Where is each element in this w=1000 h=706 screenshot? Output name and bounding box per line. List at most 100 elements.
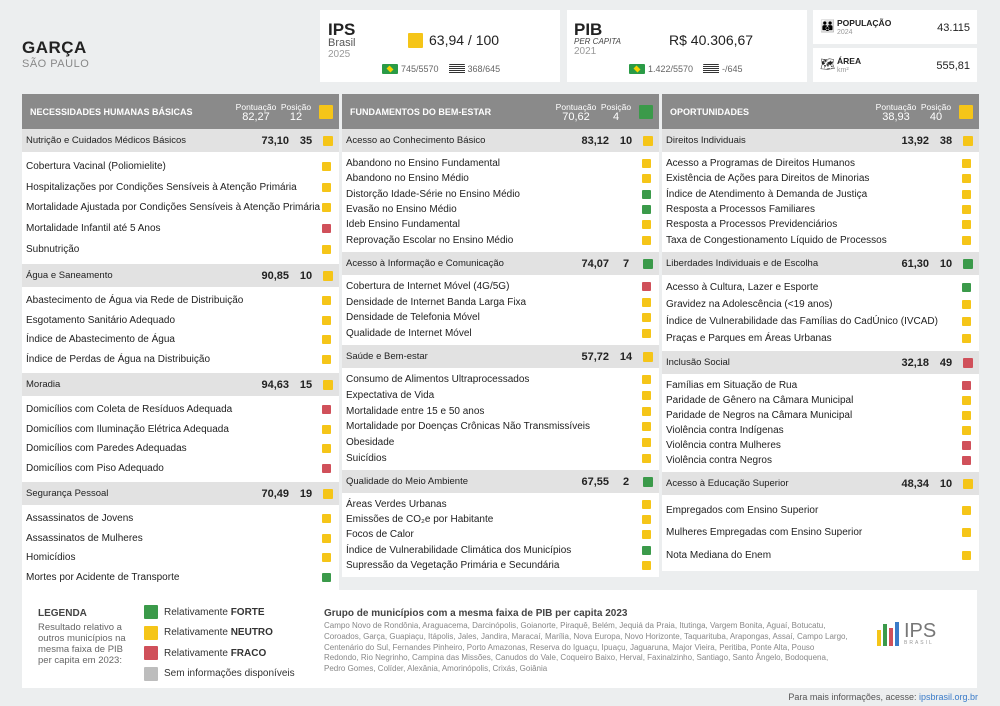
- indicator-name: Abandono no Ensino Fundamental: [346, 158, 501, 170]
- component-row: Moradia 94,63 15: [22, 373, 339, 396]
- ips-value-text: 63,94 / 100: [429, 32, 500, 48]
- indicator-name: Cobertura Vacinal (Poliomielite): [26, 160, 166, 172]
- indicator-row: Densidade de Internet Banda Larga Fixa: [342, 295, 659, 310]
- indicator-name: Resposta a Processos Familiares: [666, 204, 815, 216]
- status-square-icon: [962, 426, 971, 435]
- indicator-name: Expectativa de Vida: [346, 389, 435, 401]
- status-square-icon: [963, 135, 973, 146]
- indicator-row: Esgotamento Sanitário Adequado: [22, 311, 339, 330]
- status-square-icon: [962, 283, 971, 292]
- component-row: Liberdades Individuais e de Escolha 61,3…: [662, 252, 979, 275]
- indicator-name: Índice de Perdas de Água na Distribuição: [26, 353, 211, 365]
- status-square-icon: [642, 515, 651, 525]
- indicator-name: Nota Mediana do Enem: [666, 550, 772, 562]
- ips-rank-br: 745/5570: [382, 64, 439, 74]
- component-position: 10: [939, 257, 953, 270]
- status-square-icon: [322, 514, 331, 524]
- indicator-name: Índice de Vulnerabilidade Climática dos …: [346, 544, 572, 556]
- indicator-name: Acesso a Programas de Direitos Humanos: [666, 158, 855, 170]
- sp-flag-icon: [703, 64, 720, 74]
- pib-value: R$ 40.306,67: [669, 32, 754, 48]
- indicator-name: Ideb Ensino Fundamental: [346, 219, 460, 231]
- indicator-name: Suicídios: [346, 452, 387, 464]
- group-text: Campo Novo de Rondônia, Araguacema, Darc…: [324, 621, 848, 674]
- component-score: 57,72: [581, 350, 609, 363]
- status-square-icon: [642, 328, 651, 338]
- component-position: 10: [619, 134, 633, 147]
- map-icon: 🗺: [820, 57, 836, 71]
- indicator-name: Densidade de Telefonia Móvel: [346, 312, 480, 324]
- status-square-icon: [642, 220, 651, 230]
- component-score: 61,30: [901, 257, 929, 270]
- indicator-row: Hospitalizações por Condições Sensíveis …: [22, 177, 339, 197]
- pib-label: PIB: [574, 20, 603, 39]
- status-square-icon: [322, 161, 331, 171]
- legend-square-icon: [144, 666, 158, 681]
- legend-item: Relativamente NEUTRO: [144, 623, 295, 644]
- indicator-row: Abandono no Ensino Fundamental: [342, 156, 659, 171]
- status-square-icon: [322, 182, 331, 192]
- status-square-icon: [642, 235, 651, 245]
- component-name: Água e Saneamento: [26, 270, 113, 281]
- dimension-name: FUNDAMENTOS DO BEM-ESTAR: [350, 106, 492, 117]
- indicator-name: Gravidez na Adolescência (<19 anos): [666, 299, 833, 310]
- status-square-icon: [962, 381, 971, 390]
- status-square-icon: [323, 488, 333, 499]
- component-position: 2: [622, 475, 630, 488]
- indicator-list: Consumo de Alimentos Ultraprocessados Ex…: [342, 368, 659, 470]
- area-unit: km²: [837, 67, 849, 74]
- status-square-icon: [642, 189, 651, 199]
- logo-sub: BRASIL: [904, 640, 934, 646]
- population-card: 👪 POPULAÇÃO 2024 43.115: [813, 10, 977, 44]
- indicator-row: Mortalidade Infantil até 5 Anos: [22, 219, 339, 239]
- dimension-column: FUNDAMENTOS DO BEM-ESTAR Pontuação 70,62 …: [342, 94, 659, 577]
- status-square-icon: [322, 224, 331, 234]
- indicator-row: Assassinatos de Jovens: [22, 509, 339, 528]
- component-name: Direitos Individuais: [666, 135, 746, 146]
- status-square-icon: [322, 245, 331, 255]
- status-square-icon: [642, 406, 651, 416]
- dimension-header: NECESSIDADES HUMANAS BÁSICAS Pontuação 82…: [22, 94, 339, 129]
- component-score: 70,49: [261, 487, 289, 500]
- component-name: Acesso ao Conhecimento Básico: [346, 135, 486, 146]
- indicator-row: Áreas Verdes Urbanas: [342, 497, 659, 512]
- component-position: 19: [299, 487, 313, 500]
- indicator-list: Empregados com Ensino Superior Mulheres …: [662, 495, 979, 571]
- status-square-icon: [962, 189, 971, 199]
- status-square-icon: [963, 258, 973, 269]
- indicator-row: Paridade de Negros na Câmara Municipal: [662, 408, 979, 423]
- component-position: 49: [939, 356, 953, 369]
- status-square-icon: [642, 560, 651, 570]
- status-square-icon: [322, 572, 331, 582]
- component-row: Nutrição e Cuidados Médicos Básicos 73,1…: [22, 129, 339, 152]
- indicator-name: Domicílios com Paredes Adequadas: [26, 443, 187, 455]
- indicator-name: Cobertura de Internet Móvel (4G/5G): [346, 281, 510, 293]
- indicator-row: Supressão da Vegetação Primária e Secund…: [342, 558, 659, 573]
- indicator-row: Cobertura de Internet Móvel (4G/5G): [342, 279, 659, 294]
- indicator-name: Abastecimento de Água via Rede de Distri…: [26, 295, 244, 307]
- component-score: 48,34: [901, 477, 929, 490]
- sp-flag-icon: [448, 64, 465, 74]
- website-link[interactable]: ipsbrasil.org.br: [918, 692, 978, 702]
- status-square-icon: [962, 205, 971, 215]
- indicator-name: Qualidade de Internet Móvel: [346, 327, 472, 339]
- ips-value: 63,94 / 100: [408, 32, 499, 48]
- indicator-name: Índice de Abastecimento de Água: [26, 334, 175, 346]
- status-square-icon: [643, 351, 653, 362]
- indicator-name: Distorção Idade-Série no Ensino Médio: [346, 188, 520, 200]
- status-square-icon: [642, 375, 651, 385]
- indicator-name: Paridade de Negros na Câmara Municipal: [666, 410, 853, 421]
- indicator-name: Mortalidade por Doenças Crônicas Não Tra…: [346, 421, 590, 433]
- legend-item: Relativamente FORTE: [144, 602, 295, 623]
- status-square-icon: [642, 297, 651, 307]
- component-position: 10: [299, 269, 313, 282]
- ips-card: IPS Brasil 2025 63,94 / 100 745/5570 368…: [320, 10, 560, 82]
- indicator-row: Acesso à Cultura, Lazer e Esporte: [662, 279, 979, 296]
- indicator-name: Domicílios com Piso Adequado: [26, 462, 164, 474]
- group-title: Grupo de municípios com a mesma faixa de…: [324, 608, 628, 619]
- indicator-row: Mortes por Acidente de Transporte: [22, 568, 339, 587]
- indicator-name: Paridade de Gênero na Câmara Municipal: [666, 395, 854, 406]
- legend-title: LEGENDA: [38, 608, 87, 619]
- component-score: 32,18: [901, 356, 929, 369]
- indicator-list: Famílias em Situação de Rua Paridade de …: [662, 374, 979, 472]
